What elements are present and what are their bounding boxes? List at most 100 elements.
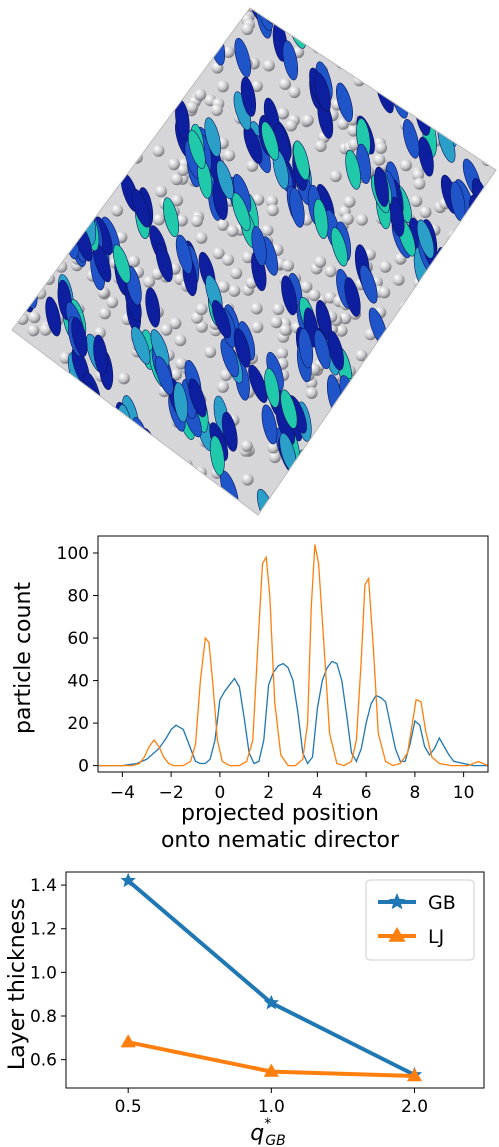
lj-sphere — [466, 357, 479, 370]
gb-ellipsoid — [103, 8, 122, 43]
lj-sphere — [388, 8, 401, 11]
y-axis-label: Layer thickness — [5, 898, 30, 1070]
lj-sphere — [389, 328, 401, 340]
gb-ellipsoid — [463, 481, 482, 515]
gb-ellipsoid — [140, 30, 157, 71]
gb-ellipsoid — [282, 40, 299, 81]
lj-sphere — [20, 224, 33, 237]
gb-ellipsoid — [12, 55, 17, 96]
gb-ellipsoid — [433, 286, 449, 327]
legend-label-LJ: LJ — [428, 926, 444, 948]
lj-sphere — [478, 73, 491, 86]
lj-sphere — [396, 439, 409, 452]
lj-sphere — [471, 501, 484, 513]
gb-ellipsoid — [298, 449, 315, 490]
lj-sphere — [314, 140, 327, 152]
lj-sphere — [394, 83, 407, 95]
plot-frame — [97, 535, 489, 773]
lj-sphere — [262, 59, 275, 72]
gb-ellipsoid — [158, 473, 174, 514]
lj-sphere — [12, 60, 16, 73]
lj-sphere — [24, 113, 37, 126]
lj-sphere — [12, 431, 21, 444]
gb-ellipsoid — [84, 8, 102, 10]
lj-sphere — [128, 15, 141, 28]
lj-sphere — [139, 116, 152, 129]
gb-ellipsoid — [175, 234, 193, 275]
gb-ellipsoid — [434, 254, 450, 295]
gb-ellipsoid — [93, 89, 112, 129]
gb-ellipsoid — [374, 166, 389, 207]
gb-ellipsoid — [140, 449, 157, 490]
gb-ellipsoid — [117, 40, 134, 81]
lj-sphere — [339, 460, 352, 473]
lj-sphere — [56, 202, 69, 215]
lj-sphere — [301, 479, 314, 492]
lj-sphere — [0, 0, 8, 9]
lj-sphere — [130, 151, 143, 164]
lj-sphere — [43, 430, 56, 443]
lj-sphere — [176, 164, 189, 176]
gb-ellipsoid — [49, 193, 66, 234]
lj-sphere — [0, 106, 11, 118]
gb-ellipsoid — [324, 496, 344, 515]
lj-sphere — [115, 80, 128, 93]
lj-sphere — [400, 88, 413, 101]
lj-sphere — [169, 317, 182, 330]
lj-sphere — [311, 8, 324, 15]
lj-sphere — [34, 50, 47, 63]
x-tick-label: 4 — [312, 783, 323, 803]
gb-ellipsoid — [37, 137, 54, 178]
x-axis-label-base: q — [250, 1121, 264, 1146]
gb-ellipsoid — [233, 328, 251, 368]
lj-sphere — [20, 143, 33, 155]
lj-sphere — [18, 242, 31, 255]
gb-ellipsoid — [467, 305, 484, 346]
lj-sphere — [12, 483, 22, 495]
lj-sphere — [0, 469, 8, 481]
x-axis-label: q* GB — [250, 1116, 285, 1147]
gb-ellipsoid — [110, 117, 128, 157]
lj-sphere — [436, 60, 449, 73]
gb-ellipsoid — [261, 404, 278, 445]
gb-ellipsoid — [220, 338, 239, 378]
gb-ellipsoid — [198, 17, 214, 59]
lj-sphere — [378, 494, 391, 507]
gb-ellipsoid — [323, 8, 343, 13]
x-tick-label: 10 — [453, 783, 475, 803]
gb-ellipsoid — [493, 218, 496, 258]
lj-sphere — [92, 119, 105, 132]
gb-ellipsoid — [0, 80, 11, 122]
lj-sphere — [0, 148, 9, 160]
gb-ellipsoid — [188, 378, 207, 418]
lj-sphere — [489, 33, 496, 46]
gb-ellipsoid — [0, 71, 6, 113]
lj-sphere — [83, 138, 96, 151]
lj-sphere — [284, 488, 297, 501]
lj-sphere — [357, 450, 370, 463]
lj-sphere — [277, 107, 289, 120]
gb-ellipsoid — [122, 422, 138, 463]
lj-sphere — [0, 265, 6, 277]
lj-sphere — [160, 323, 173, 336]
lj-sphere — [84, 14, 97, 27]
gb-ellipsoid — [313, 329, 331, 370]
lj-sphere — [445, 21, 458, 34]
lj-sphere — [463, 446, 476, 459]
lj-sphere — [242, 251, 254, 264]
lj-sphere — [152, 144, 165, 157]
lj-sphere — [420, 73, 433, 86]
gb-ellipsoid — [313, 198, 329, 239]
gb-ellipsoid — [378, 338, 398, 377]
lj-sphere — [329, 414, 341, 427]
lj-sphere — [412, 168, 425, 181]
lj-sphere — [442, 485, 454, 498]
lj-sphere — [138, 103, 151, 116]
lj-sphere — [43, 116, 56, 129]
lj-sphere — [64, 162, 77, 174]
y-tick-label: 40 — [67, 672, 89, 692]
lj-sphere — [36, 44, 49, 57]
lj-sphere — [378, 345, 391, 358]
gb-ellipsoid — [134, 45, 152, 85]
data-point-triangle — [120, 1034, 136, 1048]
